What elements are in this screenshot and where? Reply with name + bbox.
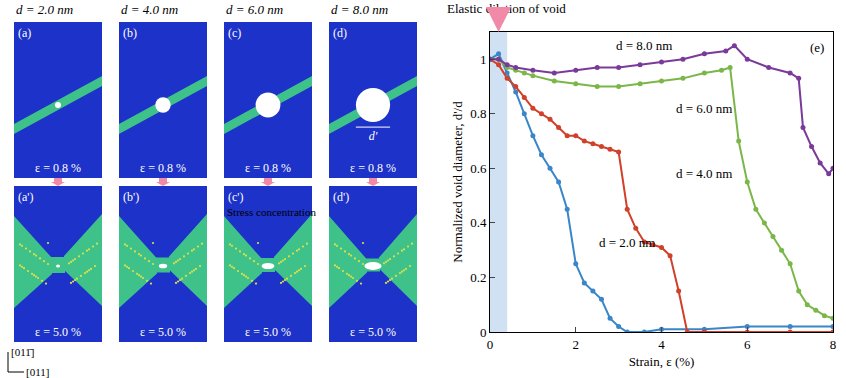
svg-text:d = 6.0 nm: d = 6.0 nm: [676, 101, 732, 116]
svg-text:0.4: 0.4: [470, 215, 487, 230]
svg-text:ε = 5.0 %: ε = 5.0 %: [350, 325, 396, 339]
svg-text:4: 4: [658, 337, 665, 352]
svg-text:d = 8.0 nm: d = 8.0 nm: [616, 38, 672, 53]
svg-text:1: 1: [480, 52, 487, 67]
svg-text:(b'): (b'): [123, 190, 139, 204]
svg-text:d = 4.0 nm: d = 4.0 nm: [121, 2, 178, 17]
svg-text:ε = 5.0 %: ε = 5.0 %: [35, 325, 81, 339]
svg-text:ε = 0.8 %: ε = 0.8 %: [140, 161, 186, 175]
svg-text:d = 4.0 nm: d = 4.0 nm: [676, 166, 732, 181]
svg-text:0: 0: [487, 337, 494, 352]
svg-text:ε = 5.0 %: ε = 5.0 %: [140, 325, 186, 339]
svg-text:0.6: 0.6: [470, 161, 487, 176]
svg-text:d = 2.0 nm: d = 2.0 nm: [599, 235, 655, 250]
svg-text:Elastic dilation of void: Elastic dilation of void: [447, 1, 566, 16]
svg-text:0.2: 0.2: [470, 270, 486, 285]
svg-text:2: 2: [573, 337, 580, 352]
svg-text:[011]: [011]: [26, 366, 49, 378]
svg-text:ε = 0.8 %: ε = 0.8 %: [35, 161, 81, 175]
svg-text:d = 8.0 nm: d = 8.0 nm: [331, 2, 388, 17]
svg-text:ε = 0.8 %: ε = 0.8 %: [245, 161, 291, 175]
svg-text:d': d': [369, 129, 378, 143]
svg-text:(d): (d): [333, 26, 347, 40]
svg-text:ε = 0.8 %: ε = 0.8 %: [350, 161, 396, 175]
svg-text:d = 6.0 nm: d = 6.0 nm: [226, 2, 283, 17]
svg-text:d = 2.0 nm: d = 2.0 nm: [16, 2, 73, 17]
svg-text:ε = 5.0 %: ε = 5.0 %: [245, 325, 291, 339]
svg-text:(c'): (c'): [228, 190, 243, 204]
svg-text:0: 0: [480, 325, 487, 340]
svg-text:0.8: 0.8: [470, 106, 486, 121]
svg-text:6: 6: [744, 337, 751, 352]
svg-text:8: 8: [830, 337, 837, 352]
svg-text:Stress concentration: Stress concentration: [227, 206, 316, 218]
svg-text:(a): (a): [18, 26, 31, 40]
svg-text:Strain, ε (%): Strain, ε (%): [629, 354, 695, 369]
svg-text:Normalized void diameter, d'/d: Normalized void diameter, d'/d: [450, 101, 465, 263]
svg-text:(c): (c): [228, 26, 241, 40]
svg-text:(b): (b): [123, 26, 137, 40]
svg-text:(a'): (a'): [18, 190, 33, 204]
svg-text:(e): (e): [810, 40, 824, 55]
svg-text:(d'): (d'): [333, 190, 349, 204]
svg-text:[011̄]: [011̄]: [11, 346, 34, 358]
